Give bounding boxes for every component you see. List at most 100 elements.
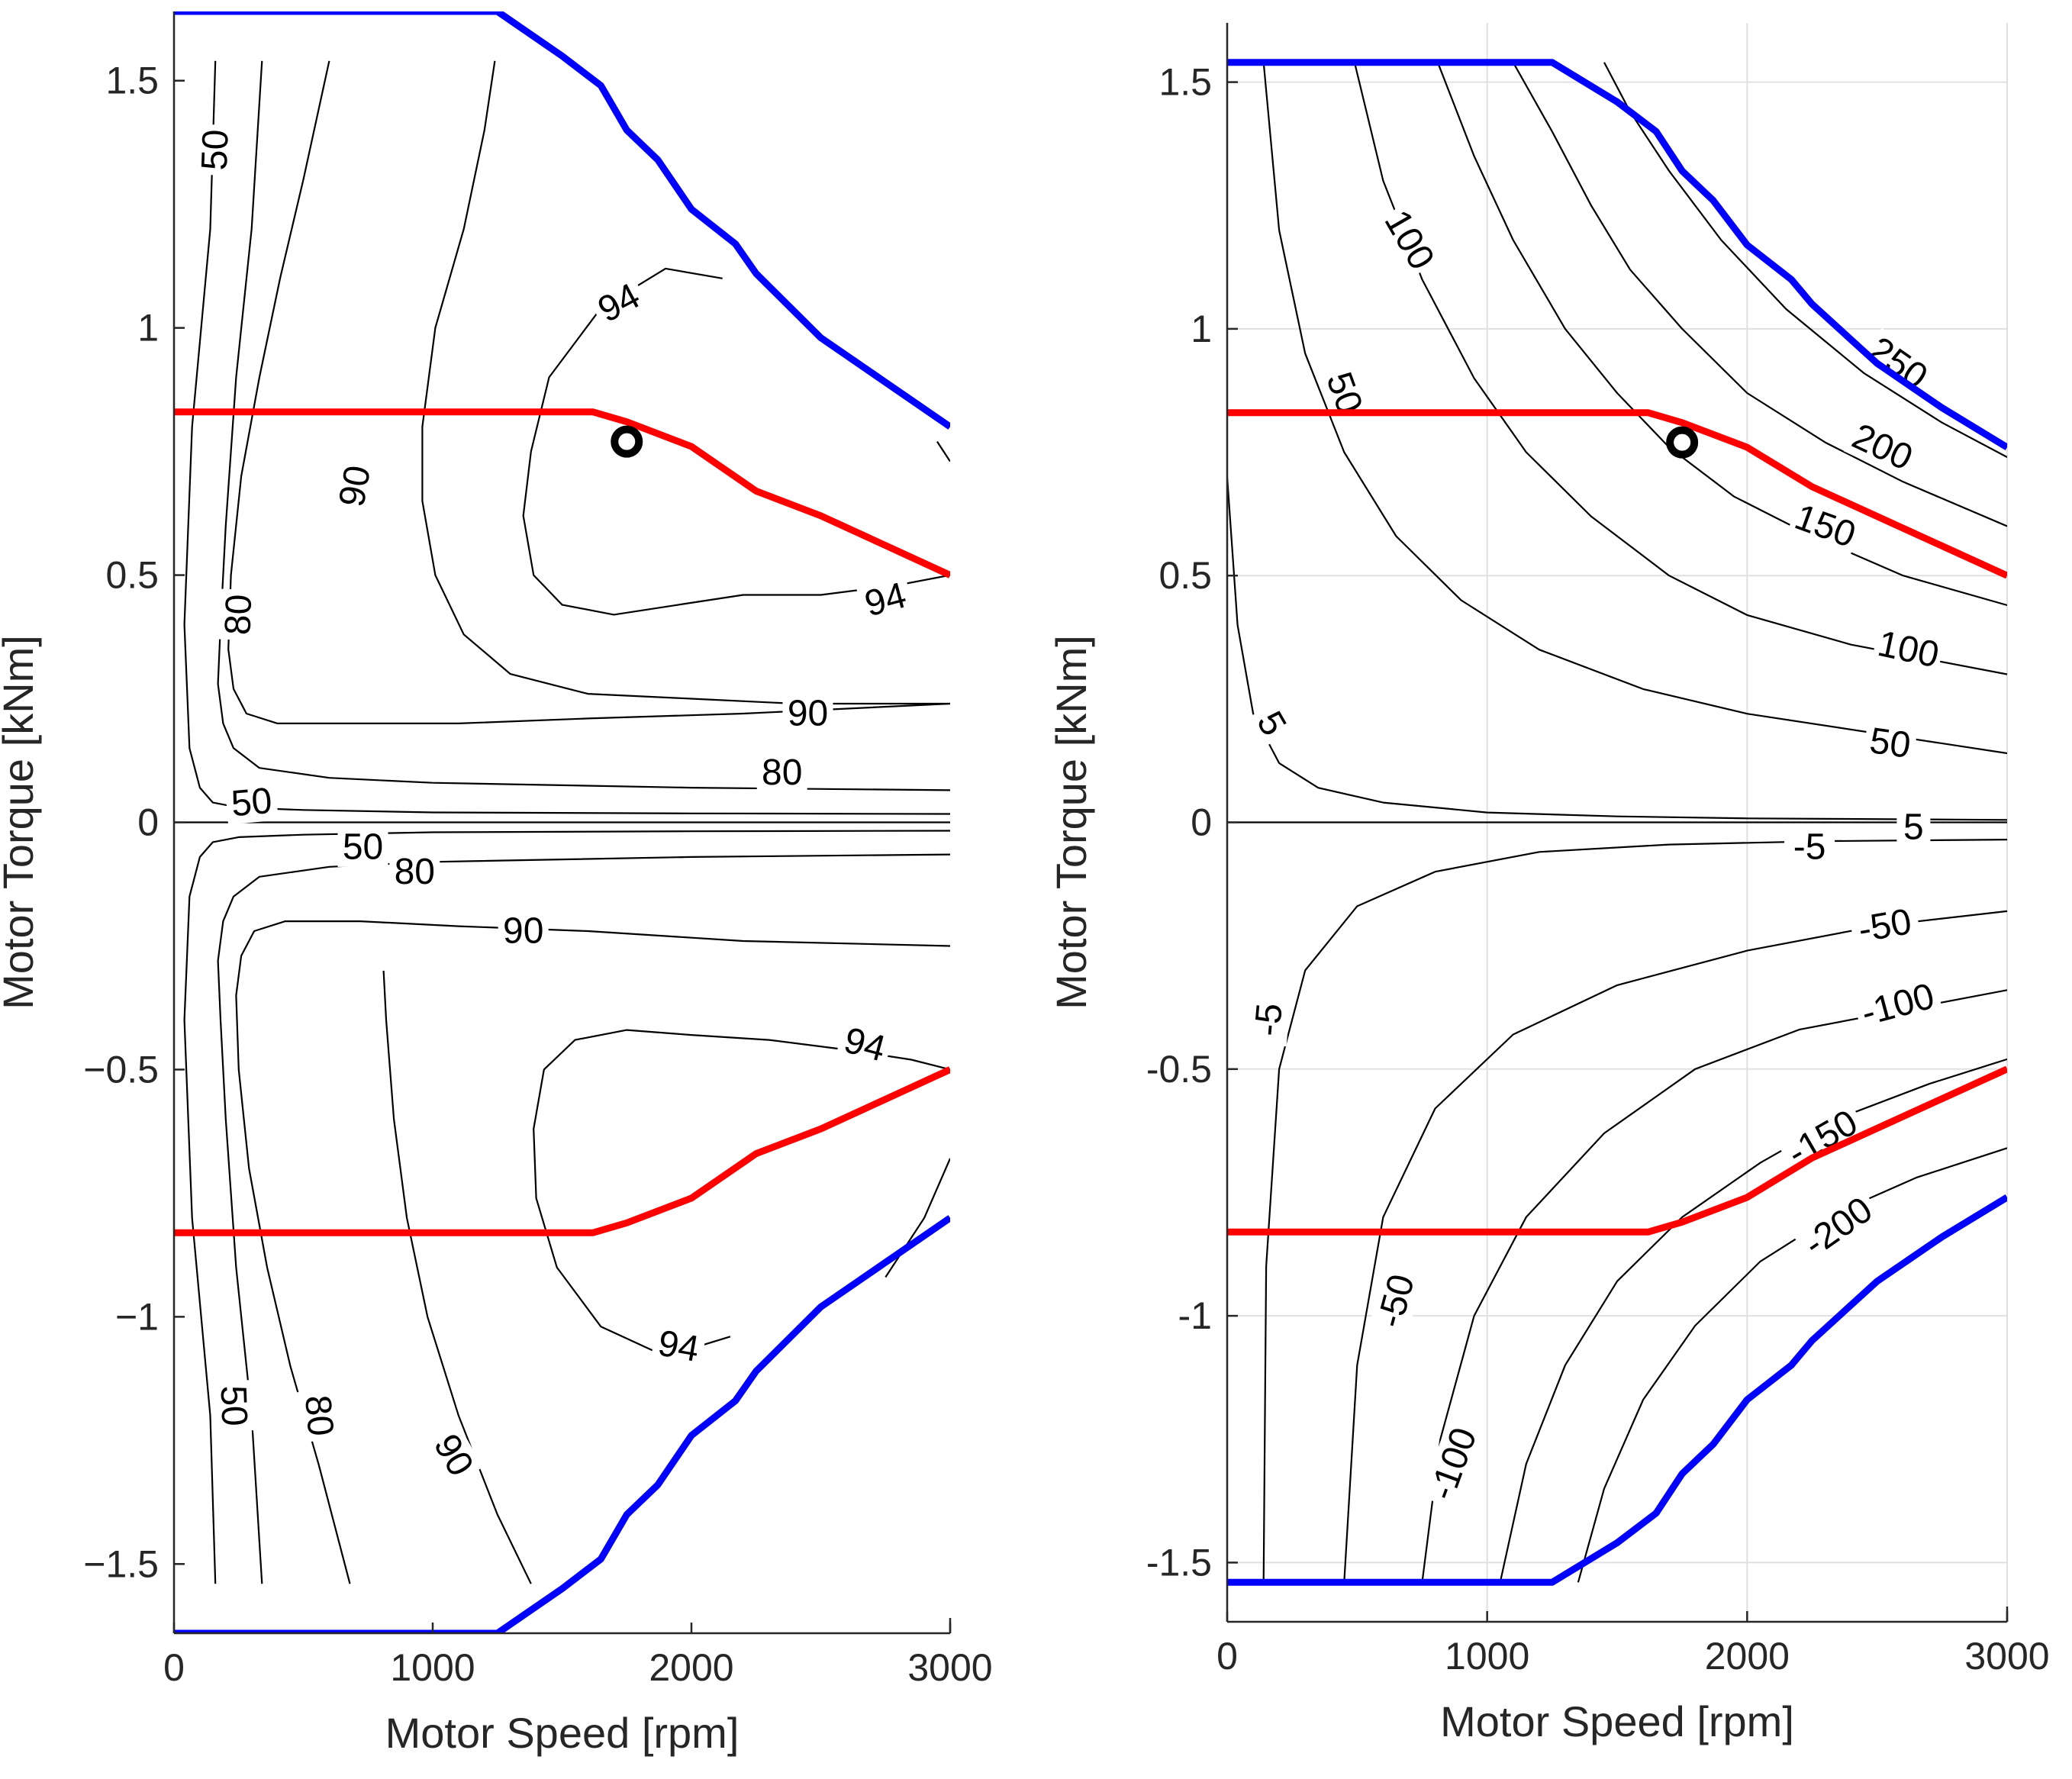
chart-2-x-tick-label-3: 3000 [1964,1635,2049,1677]
chart-1-contour-10 [533,1029,950,1358]
chart-2-contour-label-bg-3 [1858,327,1937,399]
chart-1-contour-label-text-9: 80 [395,852,435,892]
chart-1-contour-label-1: 80 [218,588,259,641]
chart-1-contour-label-text-8: 50 [343,827,383,867]
chart-1-contour-label-bg-1 [218,588,259,641]
chart-1-contour-label-14: 80 [297,1388,341,1443]
chart-2-contour-label-10: -50 [1848,901,1922,952]
chart-1-contour-8 [235,920,950,1584]
chart-2-contour-label-bg-4 [1843,414,1922,480]
chart-1-contour-label-text-10: 90 [503,911,543,952]
chart-2-limit-line-2 [1227,409,2007,579]
chart-1-x-tick-label-3: 3000 [907,1646,992,1689]
chart-2-contour-7 [1343,910,2007,1583]
chart-2-contour-6 [1262,839,2007,1583]
chart-1-contour-label-text-1: 80 [218,594,259,636]
chart-1-contour-label-text-5: 90 [788,694,828,734]
chart-2-x-axis-label: Motor Speed [rpm] [1440,1697,1794,1745]
chart-1-x-tick-label-1: 1000 [390,1646,475,1689]
chart-1-contour-label-bg-0 [195,124,237,176]
chart-2-contour-label-bg-7 [1862,720,1918,767]
chart-1-contour-label-bg-15 [424,1423,484,1487]
chart-1-contour-label-bg-6 [756,753,807,793]
chart-2-contour-label-3: 250 [1858,327,1937,399]
chart-1-contour-label-6: 80 [756,753,807,793]
chart-1-contour-label-bg-7 [224,780,279,825]
chart-2-contour-label-14: -5 [1246,992,1291,1047]
chart-2-x-tick-label-0: 0 [1216,1635,1238,1677]
chart-1-contour-label-bg-8 [337,827,388,867]
chart-1-operating-point-marker [611,425,643,458]
chart-2-y-tick-label-3: 0 [1191,801,1212,844]
chart-2-y-axis-label: Motor Torque [kNm] [1047,635,1095,1010]
chart-1-contour-label-text-0: 50 [195,129,237,171]
chart-1-y-tick-label-0: −1.5 [83,1542,159,1585]
chart-1-contour-label-text-14: 80 [297,1394,340,1438]
chart-1-contour-label-text-12: 94 [655,1323,702,1369]
chart-1-contour-label-text-2: 90 [332,462,379,510]
chart-2-contour-4 [1512,62,2007,527]
chart-2-y-tick-label-5: 1 [1191,308,1212,350]
chart-1-contour-label-bg-3 [587,273,651,333]
chart-1-contour-0 [183,60,950,815]
chart-1-contour-label-8: 50 [337,827,388,867]
chart-2-contour-8 [1421,989,2007,1583]
chart-2-contour-label-bg-8 [1896,807,1931,847]
chart-2-contour-5 [1603,62,2007,458]
chart-2-contour-label-bg-13 [1792,1186,1884,1268]
chart-1-contour-label-13: 50 [212,1380,255,1432]
chart-2-contour-label-text-11: -100 [1858,976,1939,1034]
chart-1-contour-label-text-3: 94 [591,276,646,330]
chart-1-max-torque-line-1 [174,1215,950,1633]
chart-2-contour-label-text-6: 100 [1874,624,1942,675]
chart-2-contour-label-bg-11 [1852,975,1944,1036]
chart-2-contour-label-8: 5 [1896,807,1931,848]
chart-2-contour-label-bg-2 [1374,201,1444,279]
chart-2-contour-label-11: -100 [1852,975,1944,1036]
chart-2-contour-label-7: 50 [1862,720,1918,767]
chart-1-y-tick-label-4: 0.5 [105,554,159,597]
chart-1-contour-label-15: 90 [424,1423,484,1487]
chart-2-contour-label-text-15: -50 [1370,1270,1423,1332]
chart-2-contour-3 [1436,62,2007,607]
chart-1-contour-label-bg-13 [212,1380,255,1432]
chart-2-contour-label-6: 100 [1871,623,1945,676]
chart-1-y-tick-label-2: −0.5 [83,1048,159,1091]
chart-1-contour-label-7: 50 [224,780,279,825]
chart-1-contour-label-text-6: 80 [762,753,802,793]
chart-2-y-tick-label-0: -1.5 [1146,1541,1212,1584]
chart-2-contour-label-bg-1 [1316,363,1372,424]
chart-2-contour-label-text-9: -5 [1793,827,1826,867]
chart-2-contour-label-text-7: 50 [1867,720,1913,766]
chart-1-contour-label-bg-12 [650,1322,707,1371]
chart-1-x-axis-label: Motor Speed [rpm] [385,1709,740,1757]
chart-2-contour-label-bg-14 [1246,992,1291,1047]
chart-2-contour-label-9: -5 [1784,827,1835,867]
chart-1-y-tick-label-3: 0 [137,801,159,844]
chart-1-contour-label-5: 90 [782,694,833,734]
chart-2-contour-label-bg-6 [1871,623,1945,676]
chart-2-y-tick-label-6: 1.5 [1158,61,1212,104]
chart-2-contour-label-bg-5 [1787,496,1864,556]
chart-1-contour-label-12: 94 [650,1322,707,1371]
chart-2-contour-1 [1262,62,2007,755]
chart-2-contour-label-bg-10 [1848,901,1922,952]
chart-2-x-tick-label-1: 1000 [1445,1635,1529,1677]
chart-2: 550100250200150100505-5-50-100-150-200-5… [1047,23,2050,1745]
chart-1-limit-line-2 [174,408,950,578]
chart-1-contour-6 [183,830,950,1584]
chart-1-y-tick-label-6: 1.5 [105,60,159,102]
chart-2-y-tick-label-4: 0.5 [1158,554,1212,597]
chart-1-contour-label-bg-10 [498,911,549,951]
chart-2-y-tick-label-1: -1 [1178,1294,1212,1337]
chart-1-plot-area: 50 80 90 94 94 90 80 50 50 80 90 94 94 50 80 90 [174,11,950,1633]
chart-2-plot-area: 550100250200150100505-5-50-100-150-200-5… [1227,59,2007,1586]
chart-1-contour-label-bg-4 [856,574,915,626]
chart-2-contour-label-bg-15 [1368,1263,1424,1339]
chart-2-contour-label-16: -100 [1420,1417,1487,1510]
chart-1-contour-label-bg-9 [389,852,440,892]
chart-2-contour-label-text-10: -50 [1855,901,1915,950]
chart-1-contour-2 [227,60,950,724]
chart-2-contour-label-text-14: -5 [1247,1002,1291,1038]
